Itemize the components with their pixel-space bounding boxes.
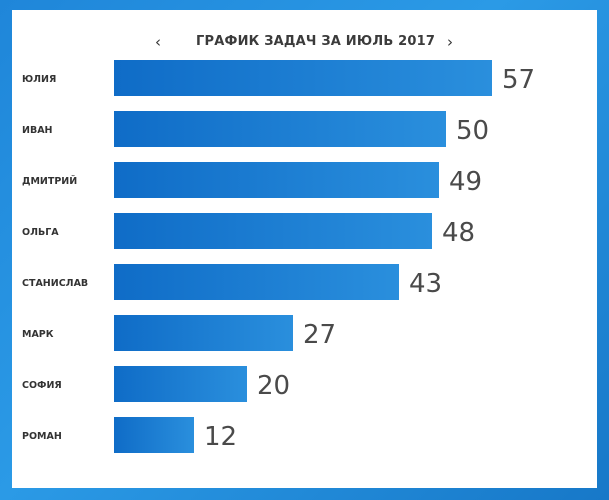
data-label: 48	[442, 218, 475, 248]
data-label: 57	[502, 65, 535, 95]
category-label: ДМИТРИЙ	[22, 175, 77, 187]
chevron-right-icon[interactable]: ›	[447, 33, 453, 51]
chart-title: ГРАФИК ЗАДАЧ ЗА ИЮЛЬ 2017	[196, 34, 436, 49]
bar[interactable]	[114, 213, 432, 249]
bar[interactable]	[114, 417, 194, 453]
category-label: СОФИЯ	[22, 380, 62, 391]
category-label: ОЛЬГА	[22, 227, 59, 238]
chart-card: ‹ ГРАФИК ЗАДАЧ ЗА ИЮЛЬ 2017 › ЮЛИЯ 57 ИВАН…	[12, 10, 597, 488]
data-label: 43	[409, 269, 442, 299]
bar[interactable]	[114, 111, 446, 147]
bar[interactable]	[114, 60, 492, 96]
category-label: СТАНИСЛАВ	[22, 278, 88, 289]
data-label: 49	[449, 167, 482, 197]
chevron-left-icon[interactable]: ‹	[155, 33, 161, 51]
bar[interactable]	[114, 162, 439, 198]
data-label: 20	[257, 371, 290, 401]
data-label: 27	[303, 320, 336, 350]
bar[interactable]	[114, 315, 293, 351]
category-label: МАРК	[22, 329, 54, 340]
category-label: ИВАН	[22, 125, 53, 136]
bar[interactable]	[114, 264, 399, 300]
data-label: 12	[204, 422, 237, 452]
chart-header: ‹ ГРАФИК ЗАДАЧ ЗА ИЮЛЬ 2017 ›	[12, 28, 597, 56]
category-label: ЮЛИЯ	[22, 74, 56, 85]
category-label: РОМАН	[22, 431, 62, 442]
bar-chart: ЮЛИЯ 57 ИВАН 50 ДМИТРИЙ 49 ОЛЬГА 48 СТАНИСЛАВ 43 М…	[22, 60, 535, 453]
data-label: 50	[456, 116, 489, 146]
bar[interactable]	[114, 366, 247, 402]
